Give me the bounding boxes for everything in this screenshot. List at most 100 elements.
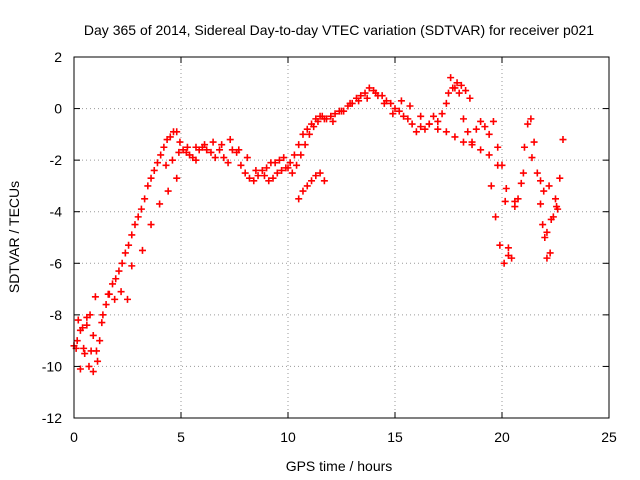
data-point xyxy=(192,143,200,151)
data-point xyxy=(91,293,99,301)
data-point xyxy=(457,81,465,89)
data-point xyxy=(147,174,155,182)
data-point xyxy=(455,89,463,97)
data-point xyxy=(226,136,234,144)
data-point xyxy=(147,221,155,229)
data-point xyxy=(502,185,510,193)
data-point xyxy=(520,143,528,151)
y-tick-label: -4 xyxy=(50,204,63,220)
y-tick-label: -2 xyxy=(50,152,63,168)
y-tick-labels: -12 -10 -8 -6 -4 -2 0 2 xyxy=(42,49,62,426)
data-point xyxy=(85,362,93,370)
data-point xyxy=(280,154,288,162)
data-point xyxy=(201,141,209,149)
y-tick-label: -8 xyxy=(50,307,63,323)
data-point xyxy=(489,117,497,125)
data-point xyxy=(459,115,467,123)
data-point xyxy=(150,166,158,174)
data-point xyxy=(494,143,502,151)
x-tick-label: 20 xyxy=(494,429,510,445)
data-point xyxy=(404,115,412,123)
data-point xyxy=(218,141,226,149)
data-point xyxy=(320,177,328,185)
data-point xyxy=(299,130,307,138)
data-point xyxy=(504,244,512,252)
data-point xyxy=(453,79,461,87)
x-tick-label: 15 xyxy=(387,429,403,445)
data-point xyxy=(301,141,309,149)
data-point xyxy=(111,295,119,303)
data-point xyxy=(533,169,541,177)
data-point xyxy=(380,99,388,107)
data-point xyxy=(308,177,316,185)
plot-frame xyxy=(73,56,610,419)
data-point xyxy=(299,187,307,195)
data-point xyxy=(312,172,320,180)
data-point xyxy=(118,259,126,267)
data-point xyxy=(128,231,136,239)
data-point xyxy=(485,151,493,159)
data-point xyxy=(527,115,535,123)
data-point xyxy=(115,267,123,275)
data-point xyxy=(303,125,311,133)
data-point xyxy=(464,128,472,136)
data-point xyxy=(481,123,489,131)
data-point xyxy=(157,151,165,159)
data-point xyxy=(387,99,395,107)
data-point xyxy=(540,187,548,195)
data-point xyxy=(308,120,316,128)
data-point xyxy=(104,290,112,298)
data-point xyxy=(511,203,519,211)
data-point xyxy=(176,138,184,146)
data-point xyxy=(83,313,91,321)
data-point xyxy=(224,159,232,167)
data-point xyxy=(131,221,139,229)
data-point xyxy=(295,195,303,203)
data-point xyxy=(357,92,365,100)
data-point xyxy=(175,148,183,156)
data-point xyxy=(269,174,277,182)
x-tick-label: 0 xyxy=(70,429,78,445)
data-point xyxy=(547,215,555,223)
data-point xyxy=(278,166,286,174)
data-point xyxy=(462,87,470,95)
data-point xyxy=(76,365,84,373)
data-point xyxy=(305,130,313,138)
data-point xyxy=(442,99,450,107)
data-point xyxy=(447,74,455,82)
data-point xyxy=(297,151,305,159)
data-point xyxy=(514,195,522,203)
data-point xyxy=(524,120,532,128)
data-point xyxy=(500,259,508,267)
data-point xyxy=(430,112,438,120)
data-point xyxy=(466,94,474,102)
data-point xyxy=(117,288,125,296)
data-point xyxy=(125,241,133,249)
data-point xyxy=(449,84,457,92)
data-point xyxy=(494,161,502,169)
data-point xyxy=(331,110,339,118)
y-axis-label: SDTVAR / TECUs xyxy=(6,181,22,293)
data-point xyxy=(487,182,495,190)
data-point xyxy=(434,125,442,133)
data-point xyxy=(254,172,262,180)
data-point xyxy=(168,156,176,164)
data-point xyxy=(282,164,290,172)
x-tick-label: 5 xyxy=(177,429,185,445)
data-point xyxy=(293,161,301,169)
data-point xyxy=(408,120,416,128)
data-point xyxy=(237,161,245,169)
data-point xyxy=(338,107,345,115)
x-tick-label: 10 xyxy=(280,429,296,445)
y-tick-label: 2 xyxy=(54,49,62,65)
data-point xyxy=(162,161,170,169)
data-point xyxy=(166,133,174,141)
data-point xyxy=(83,321,91,329)
data-point xyxy=(361,89,369,97)
data-point xyxy=(539,221,547,229)
x-tick-label: 25 xyxy=(601,429,617,445)
data-point xyxy=(528,154,536,162)
data-point xyxy=(519,169,527,177)
data-point xyxy=(235,146,243,154)
data-point xyxy=(243,154,251,162)
